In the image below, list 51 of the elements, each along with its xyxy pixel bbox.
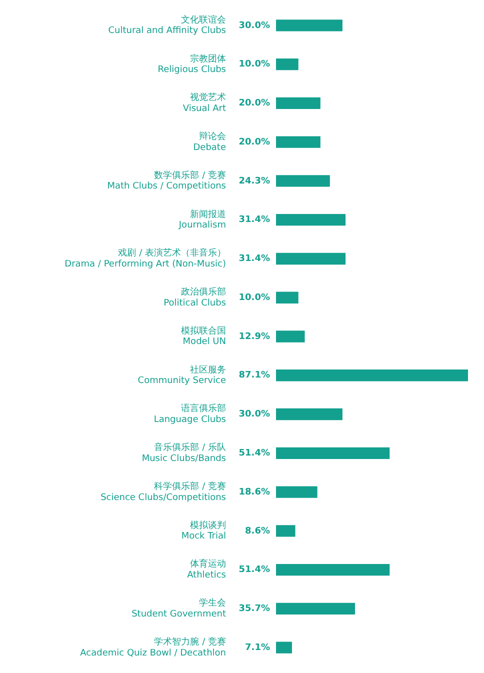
y-tick-label: 辩论会 Debate (193, 131, 226, 153)
data-label: 10.0% (238, 60, 270, 70)
y-tick-label: 学生会 Student Government (132, 598, 226, 620)
bar (276, 408, 342, 420)
bar (276, 175, 330, 187)
bar (276, 602, 356, 615)
y-tick-label: 视觉艺术 Visual Art (182, 92, 226, 114)
bar (276, 330, 305, 342)
data-label: 8.6% (245, 526, 270, 536)
data-label: 12.9% (238, 332, 270, 342)
data-label: 7.1% (245, 642, 270, 653)
bar (276, 486, 318, 498)
bar (276, 20, 342, 32)
bar (276, 58, 298, 70)
y-tick-label: 科学俱乐部 / 竞赛 Science Clubs/Competitions (100, 480, 226, 503)
data-label: 20.0% (238, 98, 270, 109)
y-tick-label: 模拟谈判 Mock Trial (181, 520, 226, 542)
y-tick-label: 语言俱乐部 Language Clubs (154, 403, 226, 426)
bar (276, 252, 346, 265)
data-label: 35.7% (238, 604, 270, 614)
bar (276, 370, 468, 382)
y-tick-label: 数学俱乐部 / 竞赛 Math Clubs / Competitions (107, 170, 226, 192)
data-label: 18.6% (238, 487, 270, 498)
bar (276, 292, 298, 304)
y-tick-label: 模拟联合国 Model UN (181, 325, 226, 348)
y-tick-label: 社区服务 Community Service (138, 364, 226, 386)
bar (276, 447, 390, 459)
y-tick-label: 学术智力腕 / 竞赛 Academic Quiz Bowl / Decathlon (80, 636, 226, 658)
data-label: 24.3% (238, 176, 270, 186)
bar (276, 642, 292, 654)
data-label: 51.4% (238, 448, 270, 458)
data-label: 31.4% (238, 215, 270, 226)
y-tick-label: 新闻报道 Journalism (178, 208, 226, 231)
bar (276, 97, 320, 110)
data-label: 87.1% (238, 370, 270, 381)
data-label: 51.4% (238, 565, 270, 576)
y-tick-label: 戏剧 / 表演艺术（非音乐） Drama / Performing Art (Non-Music) (64, 248, 226, 270)
data-label: 30.0% (238, 410, 270, 420)
bar (276, 564, 390, 576)
data-label: 10.0% (238, 292, 270, 303)
bar (276, 136, 320, 148)
y-tick-label: 宗教团体 Religious Clubs (158, 53, 226, 76)
bar (276, 525, 296, 537)
data-label: 20.0% (238, 137, 270, 148)
y-tick-label: 体育运动 Athletics (187, 558, 226, 581)
bar (276, 214, 346, 226)
y-tick-label: 文化联谊会 Cultural and Affinity Clubs (108, 14, 226, 36)
y-tick-label: 政治俱乐部 Political Clubs (164, 286, 226, 308)
data-label: 30.0% (238, 20, 270, 31)
data-label: 31.4% (238, 254, 270, 264)
y-tick-label: 音乐俱乐部 / 乐队 Music Clubs/Bands (142, 442, 226, 464)
